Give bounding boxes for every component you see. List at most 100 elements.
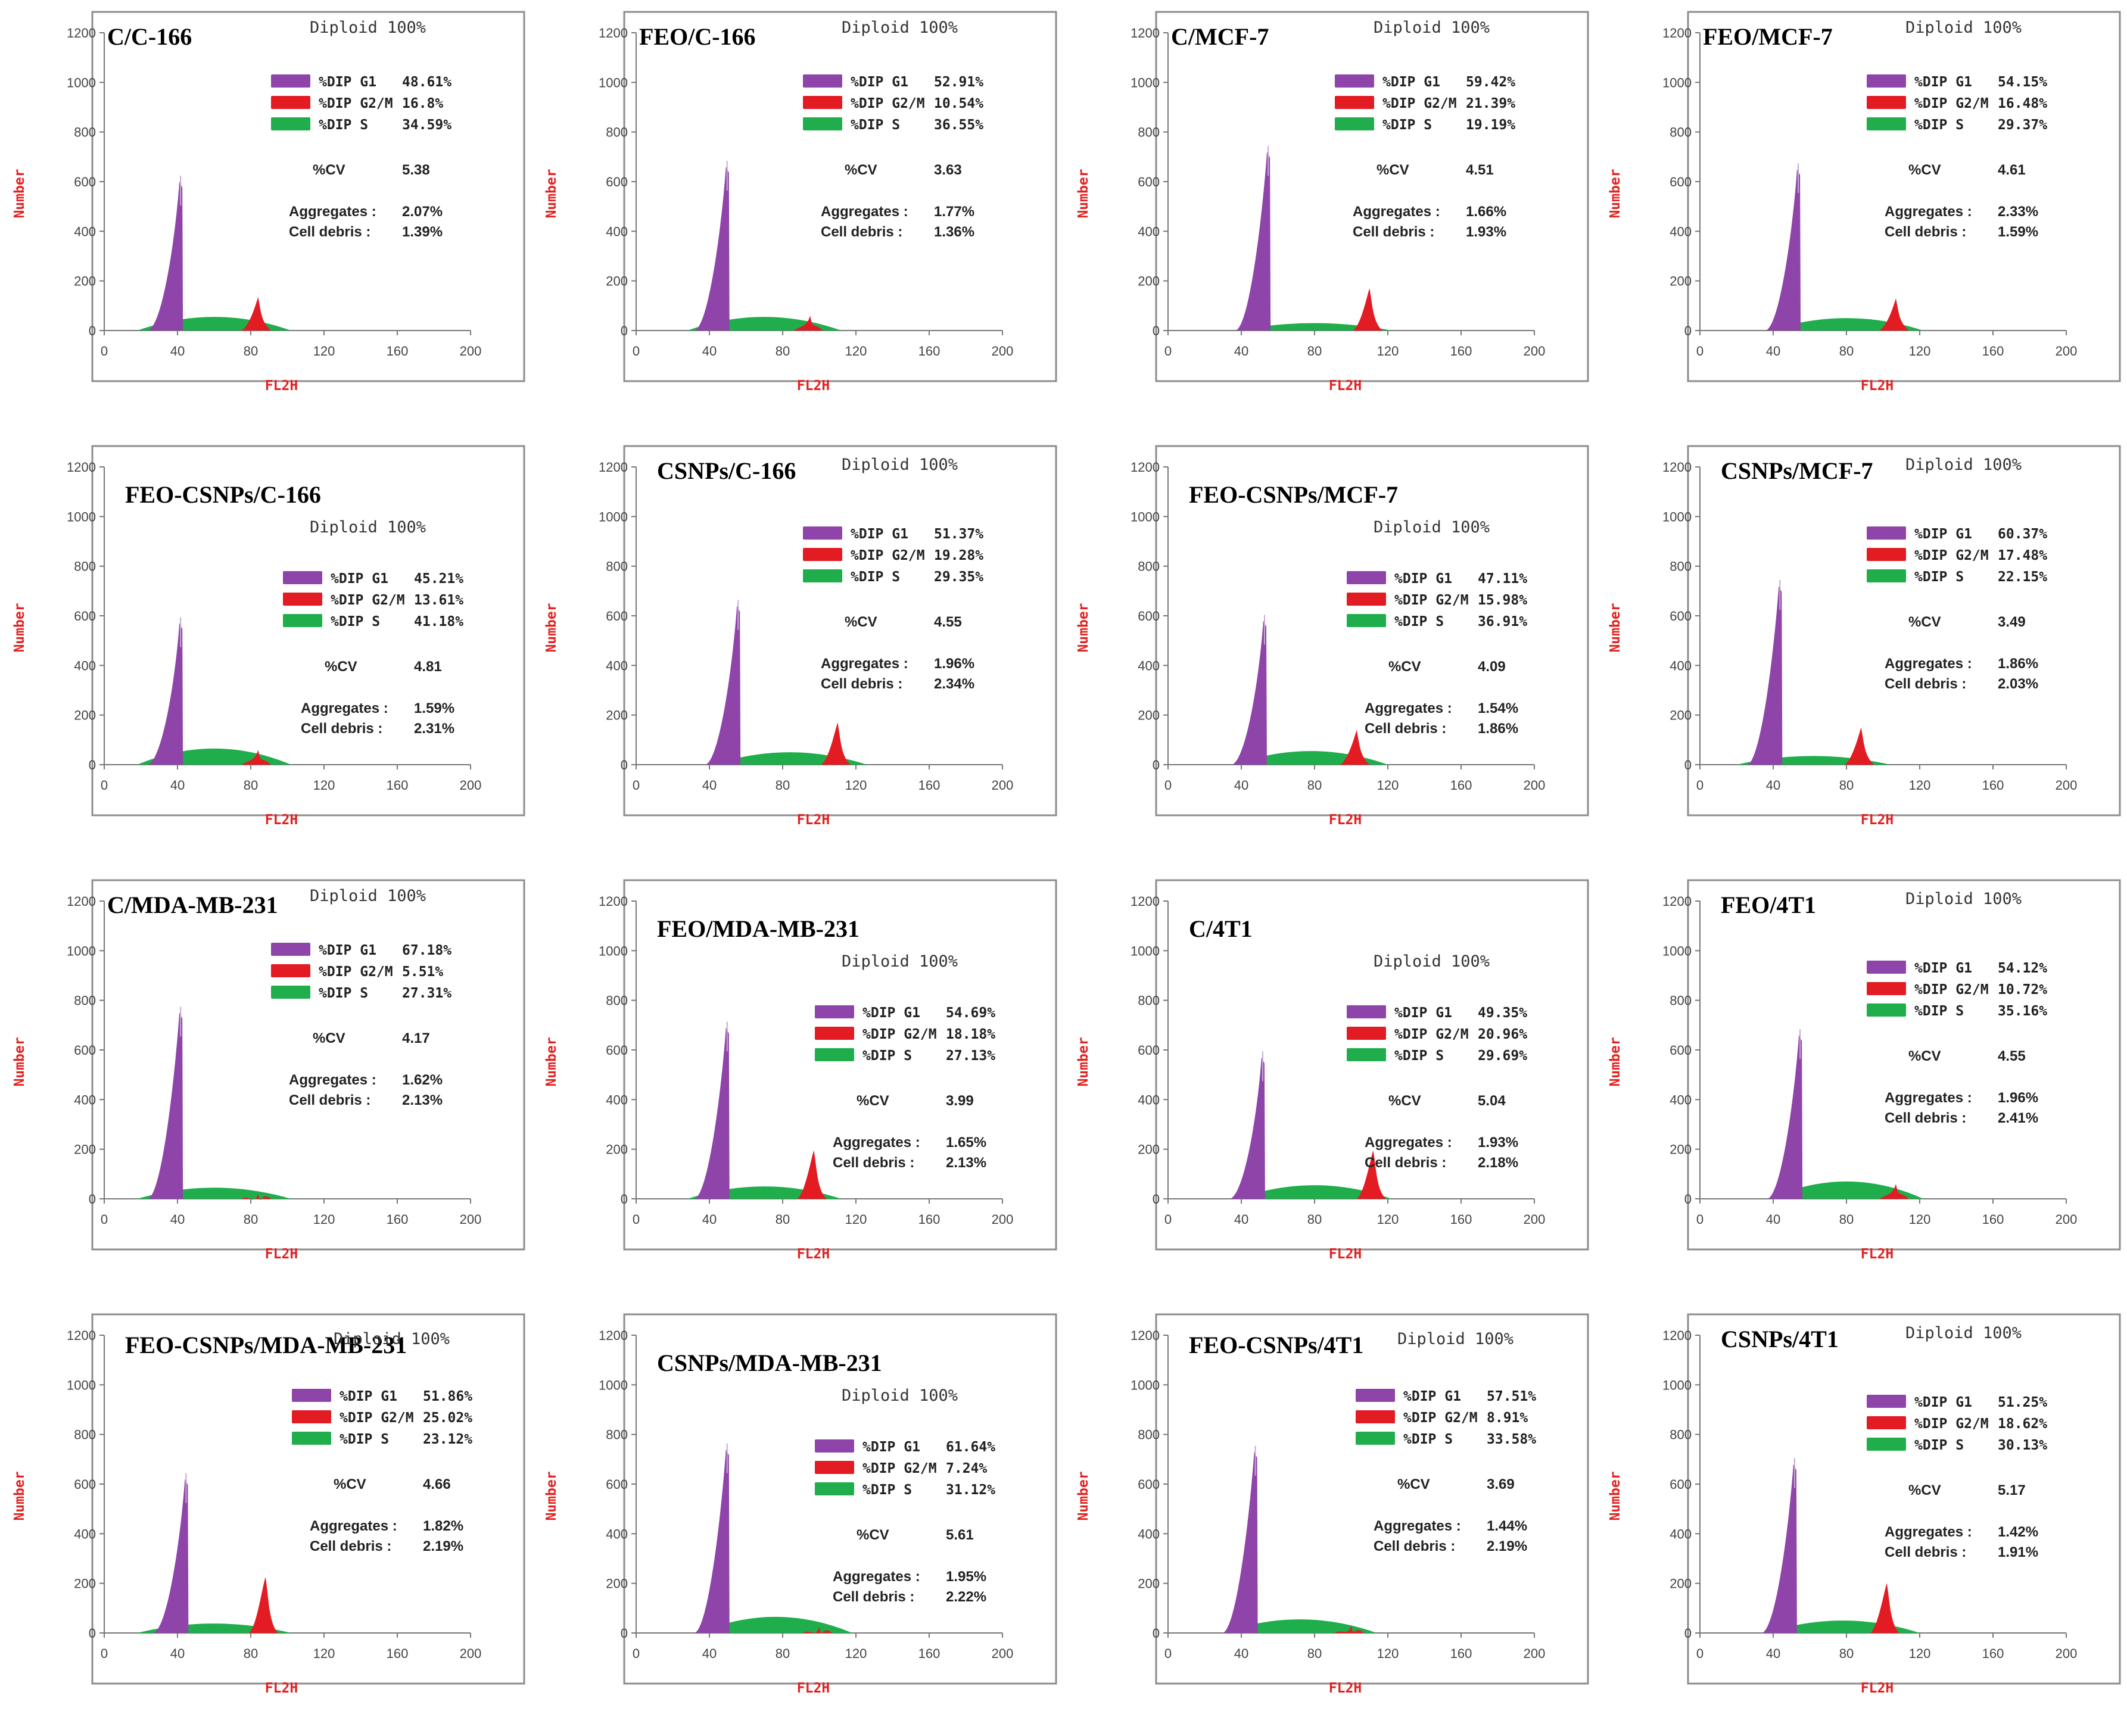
legend-swatch-g1: [1867, 1395, 1906, 1408]
y-tick-label: 800: [606, 559, 628, 574]
legend-value: 36.91%: [1478, 614, 1527, 629]
cv-label: %CV: [313, 1030, 345, 1046]
cv-label: %CV: [1388, 659, 1421, 675]
y-axis-label: Number: [12, 169, 27, 218]
y-tick-label: 1200: [599, 1328, 628, 1343]
y-tick-label: 600: [606, 609, 628, 624]
x-tick-label: 120: [845, 1212, 867, 1227]
plot-frame: [1687, 1313, 2121, 1685]
panel-title: FEO-CSNPs/MDA-MB-231: [125, 1332, 407, 1358]
x-axis-label: FL2H: [797, 1681, 830, 1696]
x-tick-label: 80: [244, 778, 258, 793]
y-tick-label: 800: [1138, 125, 1160, 140]
legend-label: %DIP S: [1403, 1432, 1453, 1447]
diploid-label: Diploid 100%: [310, 887, 426, 905]
legend-label: %DIP G1: [1914, 1395, 1972, 1410]
cell-debris-value: 2.13%: [946, 1155, 986, 1171]
y-tick-label: 200: [74, 274, 96, 289]
x-tick-label: 40: [1766, 344, 1780, 359]
legend-value: 35.16%: [1998, 1003, 2047, 1019]
x-tick-label: 160: [1450, 778, 1472, 793]
x-tick-label: 80: [1307, 344, 1322, 359]
flow-histogram-panel: 0 200 400 600 800 1000 1200 0 40 80 120 160 200 FL2H N…: [1076, 11, 1589, 394]
legend-label: %DIP G1: [1394, 1005, 1452, 1021]
y-tick-label: 600: [1138, 609, 1160, 624]
y-tick-label: 800: [606, 993, 628, 1008]
cell-debris-label: Cell debris :: [1885, 1110, 1966, 1126]
flow-histogram-panel: 0 200 400 600 800 1000 1200 0 40 80 120 160 200 FL2H N…: [1076, 1313, 1589, 1696]
y-tick-label: 1200: [1662, 26, 1692, 40]
x-axis-label: FL2H: [1329, 1246, 1362, 1262]
diploid-label: Diploid 100%: [310, 18, 426, 37]
x-tick-label: 40: [1766, 1212, 1780, 1227]
legend-value: 17.48%: [1998, 548, 2047, 563]
cv-value: 3.49: [1998, 614, 2026, 630]
x-tick-label: 160: [1450, 1646, 1472, 1661]
g2m-peak: [1844, 727, 1874, 765]
legend-label: %DIP G1: [340, 1389, 397, 1404]
diploid-label: Diploid 100%: [1374, 952, 1490, 971]
legend-value: 51.37%: [934, 526, 983, 542]
g2m-peak: [241, 1193, 271, 1200]
x-tick-label: 40: [1234, 778, 1248, 793]
x-tick-label: 200: [2056, 344, 2078, 359]
x-tick-label: 80: [1307, 1212, 1322, 1227]
y-tick-label: 800: [1138, 1428, 1160, 1442]
legend-swatch-g1: [1867, 526, 1906, 540]
diploid-label: Diploid 100%: [334, 1330, 450, 1348]
y-tick-label: 400: [606, 658, 628, 673]
legend-label: %DIP S: [340, 1432, 389, 1447]
x-tick-label: 160: [1982, 1646, 2004, 1661]
legend-label: %DIP G1: [1914, 74, 1972, 90]
x-tick-label: 160: [1982, 1212, 2004, 1227]
cv-label: %CV: [1908, 162, 1941, 178]
panel-title: FEO-CSNPs/MCF-7: [1189, 481, 1398, 508]
y-tick-label: 1000: [1131, 509, 1160, 524]
aggregates-value: 1.54%: [1478, 700, 1518, 716]
legend-label: %DIP G2/M: [319, 96, 393, 111]
plot-frame: [623, 11, 1057, 382]
x-axis-label: FL2H: [797, 812, 830, 828]
x-tick-label: 200: [992, 778, 1014, 793]
x-tick-label: 0: [1696, 1646, 1704, 1661]
legend-value: 22.15%: [1998, 569, 2047, 585]
aggregates-label: Aggregates :: [1885, 1524, 1972, 1540]
legend-swatch-g2m: [1347, 1027, 1386, 1040]
y-tick-label: 1000: [1662, 1377, 1692, 1392]
g1-peak: [1230, 1057, 1265, 1199]
y-axis-label: Number: [544, 1037, 559, 1086]
cell-debris-label: Cell debris :: [310, 1538, 391, 1554]
y-axis-label: Number: [544, 603, 559, 652]
x-tick-label: 0: [101, 1212, 108, 1227]
y-tick-label: 800: [1670, 559, 1692, 574]
g2m-peak: [1334, 1625, 1365, 1633]
y-tick-label: 1200: [599, 460, 628, 475]
y-tick-label: 800: [74, 993, 96, 1008]
cv-label: %CV: [845, 162, 877, 178]
g1-peak: [1223, 1451, 1258, 1633]
y-tick-label: 400: [1138, 658, 1160, 673]
legend-label: %DIP G1: [319, 943, 376, 958]
x-tick-label: 160: [387, 1646, 409, 1661]
x-tick-label: 40: [170, 344, 185, 359]
legend-swatch-g1: [803, 74, 842, 88]
y-tick-label: 600: [1670, 174, 1692, 189]
cell-debris-label: Cell debris :: [1353, 224, 1434, 240]
x-tick-label: 200: [1524, 778, 1546, 793]
panel-title: CSNPs/MCF-7: [1721, 457, 1873, 484]
g2m-peak: [1870, 1583, 1900, 1633]
x-tick-label: 40: [702, 1646, 717, 1661]
y-tick-label: 0: [1153, 323, 1160, 338]
aggregates-value: 1.65%: [946, 1135, 986, 1151]
cell-debris-value: 1.86%: [1478, 721, 1518, 737]
x-tick-label: 80: [1307, 1646, 1322, 1661]
panel-title: CSNPs/4T1: [1721, 1326, 1839, 1352]
x-tick-label: 80: [1839, 1646, 1854, 1661]
legend-swatch-s: [271, 986, 310, 999]
x-axis-label: FL2H: [265, 812, 298, 828]
legend-swatch-g2m: [1867, 96, 1906, 109]
legend-value: 29.69%: [1478, 1048, 1527, 1064]
legend-swatch-g2m: [815, 1461, 854, 1474]
x-tick-label: 120: [1377, 1212, 1399, 1227]
x-tick-label: 160: [918, 1646, 941, 1661]
